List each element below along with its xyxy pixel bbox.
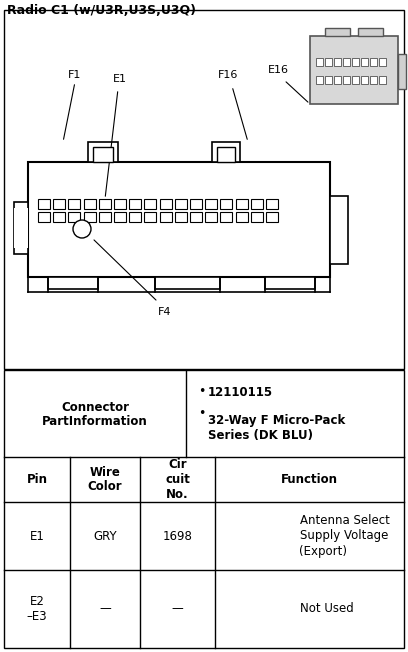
Bar — [88, 142, 118, 162]
Bar — [235, 212, 248, 222]
Bar — [370, 76, 377, 84]
Bar — [28, 289, 330, 292]
Bar — [14, 202, 28, 254]
Bar — [205, 199, 217, 209]
Text: E2
–E3: E2 –E3 — [27, 595, 47, 623]
Bar — [4, 10, 404, 369]
Bar — [266, 199, 278, 209]
Bar — [361, 58, 368, 66]
Text: Not Used: Not Used — [299, 602, 353, 615]
Text: GRY: GRY — [93, 529, 117, 542]
Text: PartInformation: PartInformation — [42, 415, 148, 428]
Bar — [93, 147, 113, 162]
Bar — [325, 76, 332, 84]
Bar — [205, 212, 217, 222]
Bar — [69, 199, 80, 209]
Bar — [325, 58, 332, 66]
Bar — [251, 212, 263, 222]
Bar — [330, 196, 348, 264]
Circle shape — [73, 220, 91, 238]
Bar — [379, 58, 386, 66]
Text: F1: F1 — [68, 70, 82, 80]
Bar — [343, 58, 350, 66]
Bar — [325, 28, 350, 36]
Bar — [190, 199, 202, 209]
Bar — [266, 212, 278, 222]
Text: Function: Function — [281, 473, 338, 486]
Bar — [129, 212, 141, 222]
Bar — [358, 28, 383, 36]
Bar — [343, 76, 350, 84]
Bar — [175, 199, 187, 209]
Text: Radio C1 (w/U3R,U3S,U3Q): Radio C1 (w/U3R,U3S,U3Q) — [7, 4, 196, 17]
Bar — [370, 58, 377, 66]
Bar — [4, 370, 404, 648]
Bar — [352, 58, 359, 66]
Text: —: — — [99, 602, 111, 615]
Text: E16: E16 — [268, 65, 288, 75]
Bar — [398, 54, 406, 89]
Bar — [175, 212, 187, 222]
Bar — [352, 76, 359, 84]
Bar — [190, 212, 202, 222]
Text: 32-Way F Micro-Pack
Series (DK BLU): 32-Way F Micro-Pack Series (DK BLU) — [208, 414, 345, 442]
Bar — [316, 58, 323, 66]
Bar — [212, 142, 240, 162]
Bar — [235, 199, 248, 209]
Text: Pin: Pin — [27, 473, 47, 486]
Bar — [361, 76, 368, 84]
Bar — [69, 212, 80, 222]
Text: 12110115: 12110115 — [208, 385, 273, 398]
Text: Antenna Select
Supply Voltage
(Export): Antenna Select Supply Voltage (Export) — [299, 514, 389, 557]
Text: —: — — [172, 602, 183, 615]
Bar — [316, 76, 323, 84]
Text: •: • — [198, 385, 205, 398]
Bar — [220, 199, 233, 209]
Bar — [114, 212, 126, 222]
Bar — [84, 199, 95, 209]
Text: •: • — [198, 408, 205, 421]
Bar — [144, 199, 156, 209]
Bar — [48, 277, 98, 289]
Bar — [38, 212, 50, 222]
Text: F16: F16 — [218, 70, 238, 80]
Bar — [84, 212, 95, 222]
Bar — [144, 212, 156, 222]
Text: Connector: Connector — [61, 401, 129, 414]
Text: E1: E1 — [29, 529, 44, 542]
Bar — [251, 199, 263, 209]
Bar — [310, 36, 398, 104]
Bar — [53, 199, 65, 209]
Bar — [129, 199, 141, 209]
Bar — [160, 199, 172, 209]
Text: E1: E1 — [113, 74, 127, 84]
Bar — [217, 147, 235, 162]
Bar — [53, 212, 65, 222]
Text: 1698: 1698 — [162, 529, 193, 542]
Bar — [114, 199, 126, 209]
Bar — [334, 58, 341, 66]
Bar — [14, 208, 28, 248]
Bar — [155, 277, 220, 289]
Text: F4: F4 — [158, 307, 171, 317]
Bar — [334, 76, 341, 84]
Text: Wire
Color: Wire Color — [88, 466, 122, 494]
Bar — [38, 199, 50, 209]
Bar — [220, 212, 233, 222]
Bar — [99, 212, 111, 222]
Bar — [99, 199, 111, 209]
Text: Cir
cuit
No.: Cir cuit No. — [165, 458, 190, 501]
Bar — [28, 162, 330, 277]
Bar — [379, 76, 386, 84]
Bar — [265, 277, 315, 289]
Bar — [160, 212, 172, 222]
